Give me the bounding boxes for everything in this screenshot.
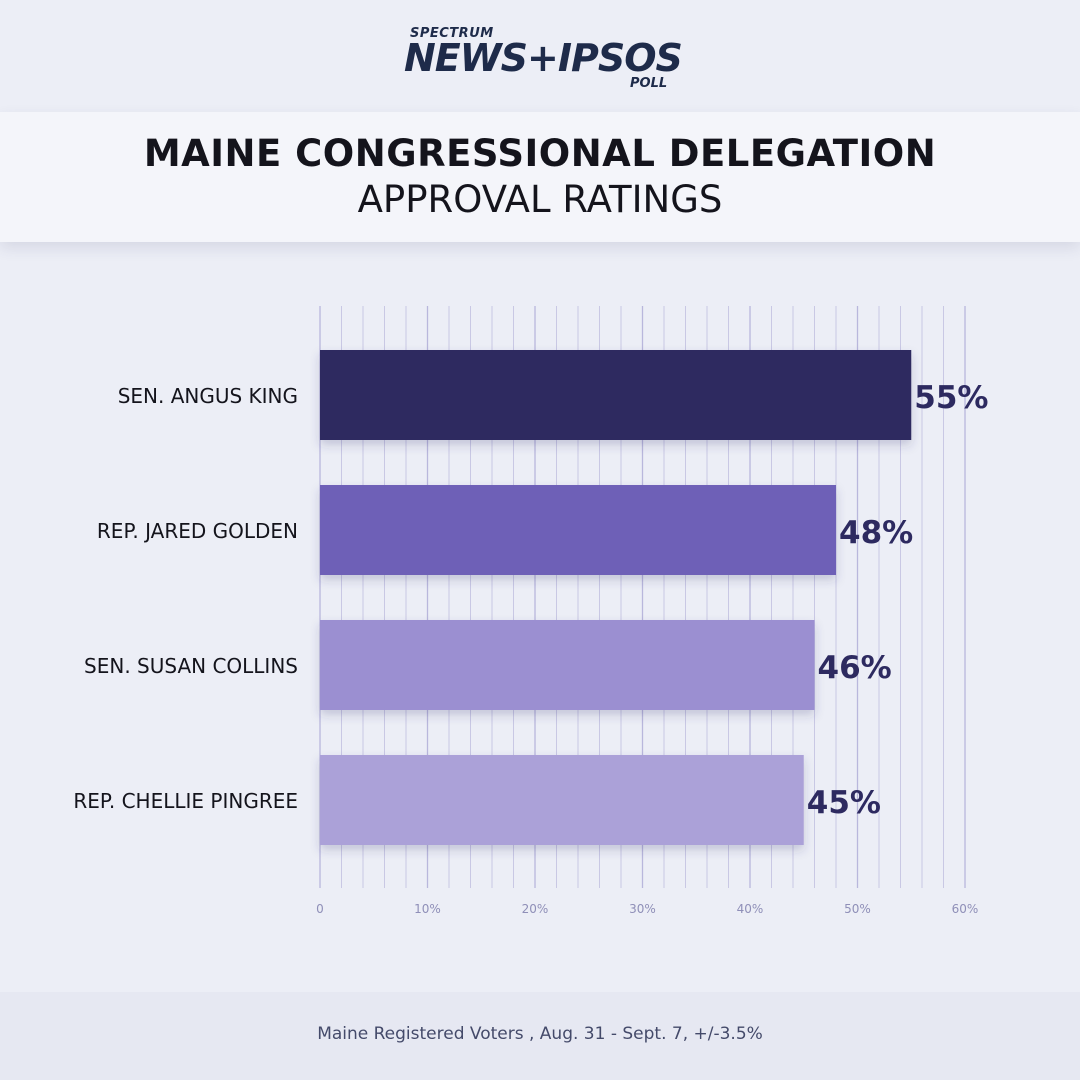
logo-news-ipsos-text: NEWS+IPSOS xyxy=(404,36,683,80)
chart-bars xyxy=(320,350,912,845)
chart-subtitle: APPROVAL RATINGS xyxy=(357,178,723,221)
logo-poll-text: POLL xyxy=(630,76,668,91)
x-tick-label: 20% xyxy=(522,902,549,916)
bar xyxy=(320,755,804,845)
category-labels: SEN. ANGUS KING REP. JARED GOLDEN SEN. SUS… xyxy=(73,384,298,813)
category-label: REP. CHELLIE PINGREE xyxy=(73,789,298,813)
x-tick-label: 40% xyxy=(737,902,764,916)
value-label: 45% xyxy=(807,785,881,821)
bar xyxy=(320,350,912,440)
footer-source-note: Maine Registered Voters , Aug. 31 - Sept… xyxy=(317,1024,763,1044)
logo: SPECTRUM NEWS+IPSOS POLL xyxy=(0,22,1080,102)
value-label: 46% xyxy=(818,650,892,686)
bar xyxy=(320,620,815,710)
x-tick-label: 30% xyxy=(629,902,656,916)
logo-spectrum-text: SPECTRUM xyxy=(410,26,494,41)
x-tick-label: 50% xyxy=(844,902,871,916)
chart-title: MAINE CONGRESSIONAL DELEGATION xyxy=(143,132,937,175)
value-labels: 55% 48% 46% 45% xyxy=(807,380,989,821)
x-tick-label: 60% xyxy=(952,902,979,916)
x-tick-label: 10% xyxy=(414,902,441,916)
x-axis-ticks: 0 10% 20% 30% 40% 50% 60% xyxy=(316,902,978,916)
category-label: REP. JARED GOLDEN xyxy=(97,519,298,543)
value-label: 48% xyxy=(839,515,913,551)
x-tick-label: 0 xyxy=(316,902,324,916)
category-label: SEN. ANGUS KING xyxy=(118,384,298,408)
value-label: 55% xyxy=(914,380,988,416)
title-band: MAINE CONGRESSIONAL DELEGATION APPROVAL … xyxy=(0,112,1080,242)
footer-band: Maine Registered Voters , Aug. 31 - Sept… xyxy=(0,992,1080,1080)
bar xyxy=(320,485,836,575)
category-label: SEN. SUSAN COLLINS xyxy=(84,654,298,678)
